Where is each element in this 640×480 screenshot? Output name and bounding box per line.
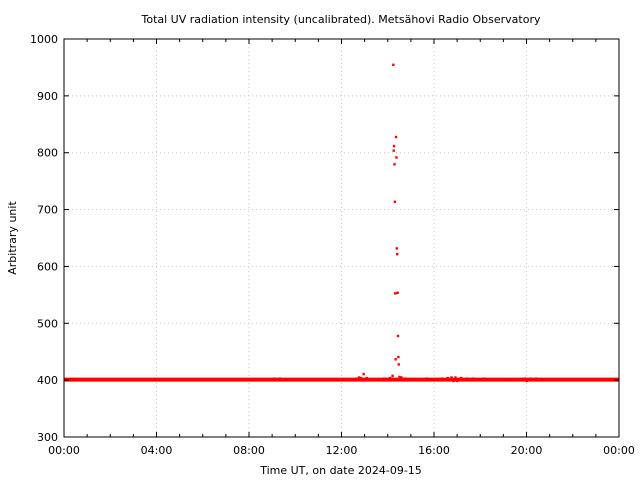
data-point <box>284 378 288 381</box>
data-point <box>396 334 400 338</box>
data-point <box>362 372 365 376</box>
data-point <box>365 376 368 380</box>
data-point <box>388 376 392 380</box>
data-point <box>535 377 538 380</box>
data-point <box>394 358 397 361</box>
data-point <box>397 363 400 366</box>
data-point <box>523 377 526 380</box>
data-point <box>525 379 528 383</box>
data-point <box>393 163 396 166</box>
data-point <box>395 156 398 159</box>
data-point <box>382 377 386 380</box>
y-tick-label: 800 <box>37 147 58 160</box>
data-point <box>413 378 417 381</box>
data-point <box>393 200 397 204</box>
y-tick-label: 600 <box>37 260 58 273</box>
x-tick-label: 00:00 <box>603 444 635 457</box>
y-tick-label: 1000 <box>30 33 58 46</box>
y-tick-label: 500 <box>37 317 58 330</box>
data-point <box>397 355 400 359</box>
data-point <box>425 377 428 380</box>
data-point <box>433 378 436 381</box>
data-point <box>450 376 453 379</box>
data-point <box>558 378 561 381</box>
y-tick-label: 900 <box>37 90 58 103</box>
data-point <box>357 376 361 379</box>
data-point <box>273 377 276 380</box>
data-point <box>440 377 444 380</box>
data-point <box>396 252 399 256</box>
data-point <box>278 377 282 380</box>
data-point <box>471 377 474 380</box>
data-point <box>454 376 457 379</box>
data-point <box>396 291 399 294</box>
axis-ticks <box>63 38 620 438</box>
data-point <box>446 376 449 380</box>
y-tick-label: 300 <box>37 431 58 444</box>
chart-title: Total UV radiation intensity (uncalibrat… <box>141 13 541 26</box>
data-points <box>64 63 619 383</box>
x-tick-label: 16:00 <box>418 444 450 457</box>
data-point <box>452 379 455 383</box>
y-tick-label: 400 <box>37 374 58 387</box>
data-point <box>392 149 395 152</box>
data-point <box>392 144 396 148</box>
data-point <box>400 376 403 379</box>
x-tick-label: 20:00 <box>511 444 543 457</box>
data-point <box>486 378 490 381</box>
data-point <box>398 375 401 379</box>
data-point <box>391 374 394 377</box>
data-point <box>359 376 363 380</box>
data-point <box>395 247 399 250</box>
y-tick-label: 700 <box>37 204 58 217</box>
data-point <box>404 377 407 380</box>
data-point <box>394 292 397 295</box>
data-point <box>392 63 395 66</box>
data-point <box>465 377 469 380</box>
data-point <box>529 377 532 380</box>
data-point <box>355 377 359 380</box>
x-tick-label: 00:00 <box>48 444 80 457</box>
data-point <box>456 379 459 383</box>
x-axis-label: Time UT, on date 2024-09-15 <box>259 464 422 477</box>
x-tick-label: 08:00 <box>233 444 265 457</box>
x-tick-label: 12:00 <box>326 444 358 457</box>
data-point <box>538 378 542 381</box>
x-tick-label: 04:00 <box>141 444 173 457</box>
data-point <box>459 376 463 380</box>
y-axis-label: Arbitrary unit <box>6 201 19 275</box>
data-point <box>371 378 374 381</box>
data-point <box>390 377 394 380</box>
data-point <box>483 377 486 380</box>
data-point <box>394 135 398 139</box>
